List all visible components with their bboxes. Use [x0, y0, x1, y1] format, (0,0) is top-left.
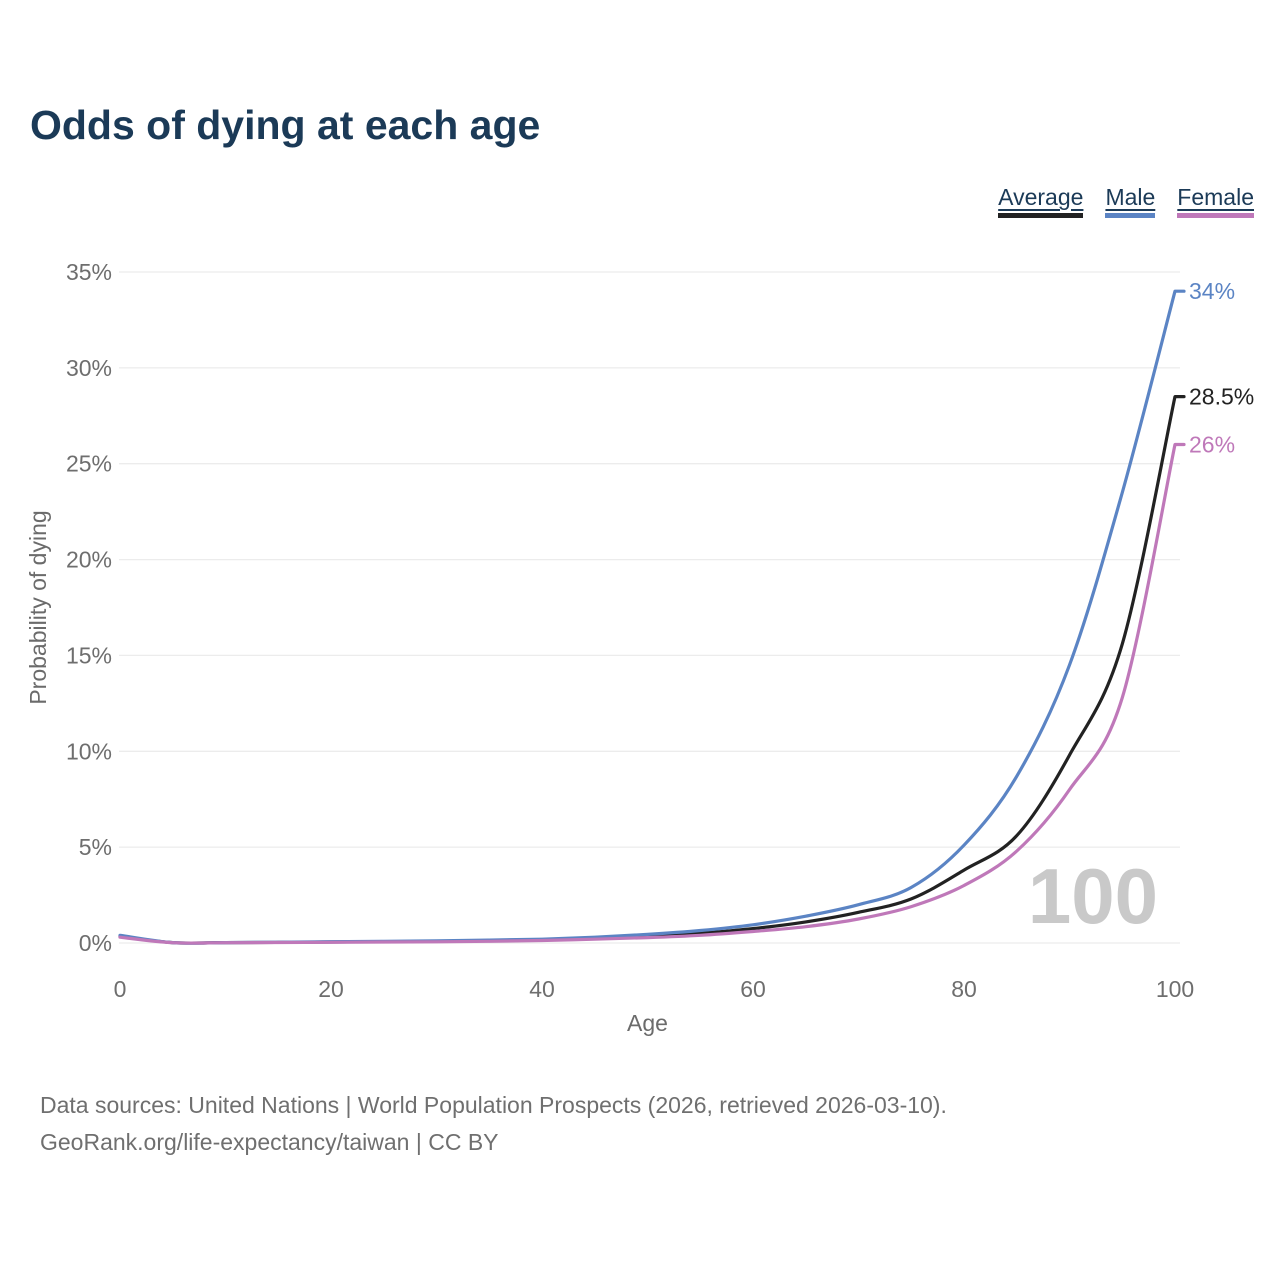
footer: Data sources: United Nations | World Pop… [40, 1087, 947, 1162]
y-tick-label-20: 20% [66, 547, 112, 573]
end-label-male: 34% [1189, 278, 1235, 304]
end-label-female: 26% [1189, 432, 1235, 458]
legend-label-female: Female [1177, 184, 1254, 210]
y-axis-title: Probability of dying [25, 510, 51, 704]
footer-attribution: GeoRank.org/life-expectancy/taiwan | CC … [40, 1129, 499, 1156]
y-tick-label-0: 0% [79, 930, 112, 956]
watermark-age: 100 [1028, 852, 1158, 940]
y-tick-label-5: 5% [79, 834, 112, 860]
y-tick-label-35: 35% [66, 259, 112, 285]
x-tick-label-0: 0 [114, 976, 127, 1002]
plot-area[interactable] [120, 272, 1175, 943]
legend-item-female[interactable]: Female [1177, 184, 1254, 218]
x-tick-label-80: 80 [951, 976, 977, 1002]
legend-label-male: Male [1105, 184, 1156, 210]
page-title: Odds of dying at each age [30, 102, 541, 148]
x-tick-label-60: 60 [740, 976, 766, 1002]
footer-sources: Data sources: United Nations | World Pop… [40, 1092, 947, 1118]
y-tick-label-25: 25% [66, 451, 112, 477]
x-tick-label-20: 20 [318, 976, 344, 1002]
y-tick-label-30: 30% [66, 355, 112, 381]
series-line-female [118, 442, 1186, 945]
legend: Average Male Female [998, 184, 1254, 218]
legend-item-male[interactable]: Male [1105, 184, 1156, 218]
chart-svg[interactable]: 0% 5% 10% 15% 20% 25% 30% 35% 0 20 40 60 80 100 Age Pro… [0, 0, 1280, 1060]
x-tick-label-100: 100 [1156, 976, 1194, 1002]
x-tick-label-40: 40 [529, 976, 555, 1002]
x-axis-title: Age [627, 1010, 668, 1036]
legend-label-average: Average [998, 184, 1084, 210]
y-tick-label-10: 10% [66, 738, 112, 764]
end-label-average: 28.5% [1189, 384, 1254, 410]
y-tick-label-15: 15% [66, 642, 112, 668]
legend-item-average[interactable]: Average [998, 184, 1084, 218]
